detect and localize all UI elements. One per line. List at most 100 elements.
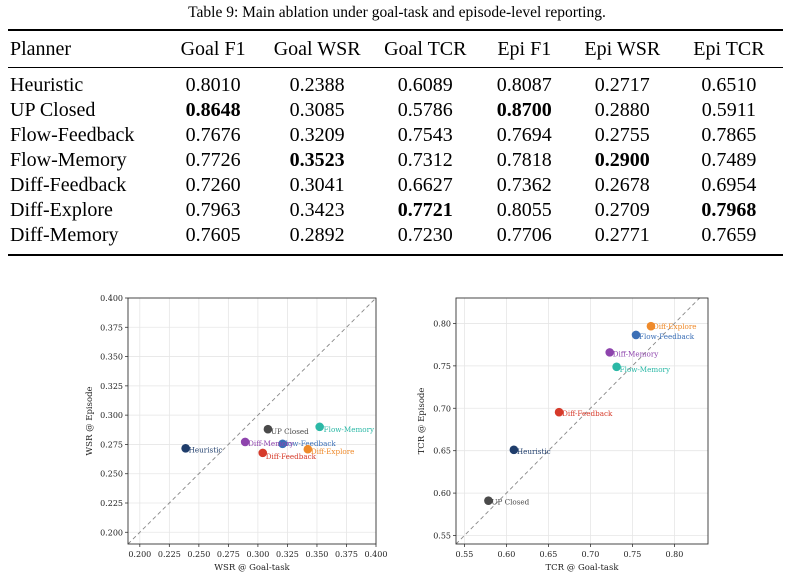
x-tick-label: 0.400 xyxy=(365,550,388,559)
table-row: Flow-Memory 0.7726 0.3523 0.7312 0.7818 0.290… xyxy=(8,148,783,173)
metric-cell: 0.2717 xyxy=(594,74,650,96)
data-point xyxy=(315,422,324,432)
metric-cell: 0.6954 xyxy=(701,174,757,196)
data-point-label: Flow-Feedback xyxy=(639,332,695,341)
metric-cell: 0.7721 xyxy=(397,199,453,221)
data-point xyxy=(631,330,641,340)
metric-cell: 0.8010 xyxy=(185,74,241,96)
data-point-label: Heuristic xyxy=(517,447,551,456)
data-point-label: UP Closed xyxy=(271,427,309,436)
x-tick-label: 0.300 xyxy=(246,550,269,559)
metric-cell: 0.6089 xyxy=(397,74,453,96)
column-header: Goal F1 xyxy=(180,37,246,60)
metric-cell: 0.2880 xyxy=(594,99,650,121)
x-tick-label: 0.55 xyxy=(455,550,473,559)
x-tick-label: 0.375 xyxy=(335,550,358,559)
x-tick-label: 0.275 xyxy=(217,550,240,559)
planner-name-cell: Diff-Feedback xyxy=(10,174,127,196)
data-point-label: Flow-Feedback xyxy=(281,439,337,448)
metric-cell: 0.5911 xyxy=(701,99,757,121)
column-header: Planner xyxy=(10,37,72,60)
y-tick-label: 0.375 xyxy=(100,323,123,332)
metric-cell: 0.7230 xyxy=(397,224,453,246)
metric-cell: 0.7694 xyxy=(496,124,552,146)
metric-cell: 0.3041 xyxy=(289,174,345,196)
table-body: Heuristic 0.8010 0.2388 0.6089 0.8087 0.2717 0… xyxy=(8,68,783,255)
x-tick-label: 0.325 xyxy=(276,550,299,559)
planner-name-cell: Flow-Feedback xyxy=(10,124,135,146)
metric-cell: 0.7489 xyxy=(701,149,757,171)
metric-cell: 0.3423 xyxy=(289,199,345,221)
x-tick-label: 0.250 xyxy=(187,550,210,559)
metric-cell: 0.8648 xyxy=(185,99,241,121)
x-tick-label: 0.65 xyxy=(539,550,557,559)
metric-cell: 0.6510 xyxy=(701,74,757,96)
y-tick-label: 0.275 xyxy=(100,440,123,449)
metric-cell: 0.2388 xyxy=(289,74,345,96)
table-row: UP Closed 0.8648 0.3085 0.5786 0.8700 0.2880 0… xyxy=(8,98,783,123)
plot-area: 0.55 0.60 0.65 0.70 0.75 0.80 0.55 0.60 0.65 0.70… xyxy=(417,297,709,573)
y-tick-label: 0.250 xyxy=(100,470,123,479)
y-tick-label: 0.400 xyxy=(100,294,123,303)
data-point xyxy=(240,437,250,447)
planner-name-cell: Heuristic xyxy=(10,74,84,96)
data-point-label: UP Closed xyxy=(491,498,529,507)
table-row: Diff-Explore 0.7963 0.3423 0.7721 0.8055 0.27… xyxy=(8,198,783,223)
identity-diagonal xyxy=(455,297,700,545)
table-header-row: Planner Goal F1 Goal WSR Goal TCR Epi F1 Epi … xyxy=(8,30,783,68)
metric-cell: 0.2755 xyxy=(594,124,650,146)
metric-cell: 0.5786 xyxy=(397,99,453,121)
x-tick-label: 0.60 xyxy=(497,550,515,559)
metric-cell: 0.8055 xyxy=(496,199,552,221)
y-tick-label: 0.60 xyxy=(433,489,451,498)
column-header: Epi TCR xyxy=(693,37,765,60)
metric-cell: 0.7543 xyxy=(397,124,453,146)
data-point xyxy=(612,362,621,372)
y-tick-label: 0.55 xyxy=(433,532,451,541)
axes-frame xyxy=(127,297,377,545)
data-point xyxy=(554,407,564,417)
metric-cell: 0.7605 xyxy=(185,224,241,246)
data-point xyxy=(509,445,519,455)
ablation-table: Planner Goal F1 Goal WSR Goal TCR Epi F1 Epi … xyxy=(8,29,783,256)
metric-cell: 0.7865 xyxy=(701,124,757,146)
data-point xyxy=(278,439,287,449)
data-point xyxy=(484,496,493,505)
x-tick-label: 0.75 xyxy=(623,550,641,559)
metric-cell: 0.7676 xyxy=(185,124,241,146)
table-row: Flow-Feedback 0.7676 0.3209 0.7543 0.7694 0.2… xyxy=(8,123,783,148)
metric-cell: 0.3523 xyxy=(289,149,345,171)
metric-cell: 0.7968 xyxy=(701,199,757,221)
metric-cell: 0.7659 xyxy=(701,224,757,246)
table-caption: Table 9: Main ablation under goal-task a… xyxy=(188,4,606,21)
data-point-label: Flow-Memory xyxy=(324,425,375,434)
y-tick-label: 0.200 xyxy=(100,528,123,537)
metric-cell: 0.2892 xyxy=(289,224,345,246)
metric-cell: 0.7726 xyxy=(185,149,241,171)
y-tick-label: 0.75 xyxy=(433,362,451,371)
x-axis-label: TCR @ Goal-task xyxy=(545,563,619,573)
metric-cell: 0.2771 xyxy=(594,224,650,246)
metric-cell: 0.7260 xyxy=(185,174,241,196)
x-tick-label: 0.350 xyxy=(305,550,328,559)
y-tick-label: 0.300 xyxy=(100,411,123,420)
metric-cell: 0.2900 xyxy=(594,149,650,171)
y-tick-label: 0.65 xyxy=(433,447,451,456)
planner-name-cell: Flow-Memory xyxy=(10,149,127,171)
data-point xyxy=(303,444,313,454)
metric-cell: 0.2709 xyxy=(594,199,650,221)
metric-cell: 0.7706 xyxy=(496,224,552,246)
data-point-label: Heuristic xyxy=(189,445,223,454)
y-tick-label: 0.80 xyxy=(433,319,451,328)
y-tick-label: 0.325 xyxy=(100,382,123,391)
column-header: Goal WSR xyxy=(273,37,361,60)
y-axis-label: TCR @ Episode xyxy=(417,388,427,455)
axes-frame xyxy=(455,297,709,545)
data-point xyxy=(646,321,656,331)
table-row: Heuristic 0.8010 0.2388 0.6089 0.8087 0.2717 0… xyxy=(8,68,783,99)
data-point-label: Diff-Explore xyxy=(653,322,697,331)
plot-area: 0.200 0.225 0.250 0.275 0.300 0.325 0.350 0.375… xyxy=(85,294,387,573)
x-tick-label: 0.80 xyxy=(665,550,683,559)
data-point xyxy=(605,348,615,357)
table-row: Diff-Memory 0.7605 0.2892 0.7230 0.7706 0.277… xyxy=(8,223,783,255)
